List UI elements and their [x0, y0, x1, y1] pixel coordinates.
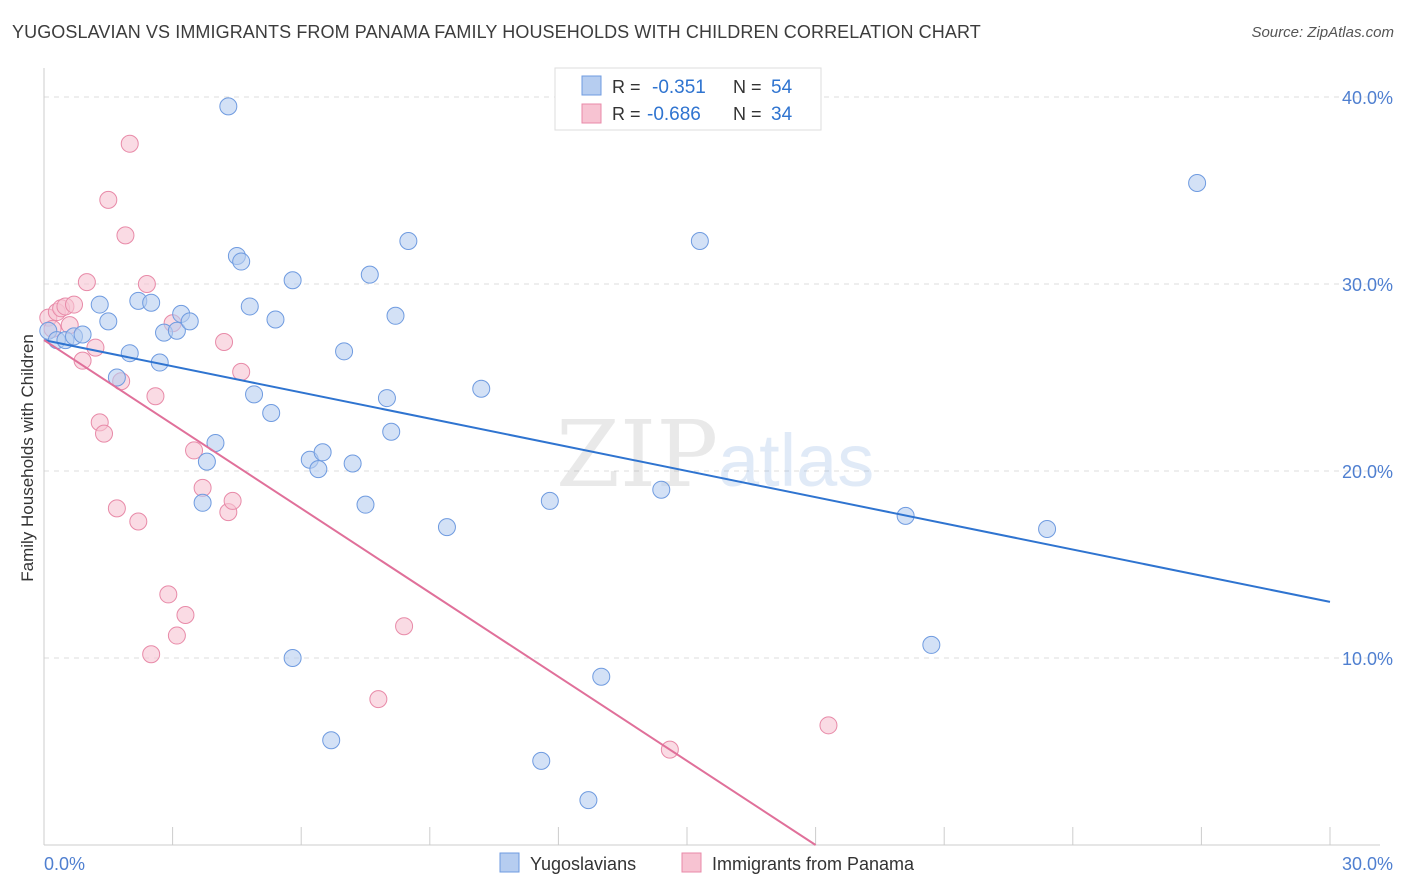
yugoslavian-point — [399, 231, 418, 250]
yugoslavian-point — [180, 312, 199, 331]
y-tick-label: 20.0% — [1342, 462, 1393, 482]
yugoslavian-point — [193, 493, 212, 512]
yugoslavian-point — [240, 297, 259, 316]
legend-r-value: -0.351 — [652, 77, 706, 98]
panama-trend-line — [43, 339, 817, 846]
yugoslavian-point — [107, 368, 126, 387]
legend-n-value: 34 — [771, 104, 793, 125]
yugoslavian-point — [343, 454, 362, 473]
yugoslavian-point — [322, 731, 341, 750]
x-tick-label: 0.0% — [44, 854, 85, 874]
panama-point — [193, 478, 212, 497]
yugoslavian-trend-line — [43, 339, 1331, 603]
yugoslavian-point — [283, 649, 302, 667]
yugoslavian-point — [652, 480, 671, 499]
legend-r-label: R = — [612, 77, 641, 97]
yugoslavian-point — [356, 495, 375, 514]
y-axis-label: Family Households with Children — [18, 334, 37, 582]
panama-point — [116, 226, 135, 245]
panama-point — [146, 387, 165, 406]
yugoslavian-point — [219, 97, 238, 116]
yugoslavian-point — [592, 667, 611, 686]
panama-point — [86, 338, 105, 357]
panama-point — [185, 441, 204, 460]
yugoslavian-point — [167, 321, 186, 340]
yugoslavian-point — [472, 379, 491, 398]
chart-title: YUGOSLAVIAN VS IMMIGRANTS FROM PANAMA FA… — [12, 22, 981, 42]
yugoslavian-point — [266, 310, 285, 329]
y-tick-label: 30.0% — [1342, 275, 1393, 295]
yugoslavian-point — [142, 293, 161, 312]
legend-swatch-pink — [581, 103, 602, 124]
yugoslavian-point — [579, 791, 598, 810]
yugoslavian-point — [335, 342, 354, 361]
yugoslavian-point — [540, 491, 559, 510]
panama-point — [232, 362, 251, 381]
yugoslavian-point — [382, 422, 401, 441]
gridlines — [44, 96, 1380, 659]
panama-point — [176, 605, 195, 624]
panama-point — [120, 134, 139, 153]
yugoslavian-point — [99, 312, 118, 331]
yugoslavian-point — [1188, 174, 1207, 193]
y-tick-label: 10.0% — [1342, 649, 1393, 669]
source-label: Source: ZipAtlas.com — [1251, 24, 1394, 41]
yugoslavian-point — [197, 452, 216, 471]
panama-point — [223, 491, 242, 510]
yugoslavian-point — [1038, 519, 1057, 538]
panama-point — [77, 273, 96, 292]
legend-label-panama: Immigrants from Panama — [712, 854, 915, 874]
panama-points — [39, 134, 838, 759]
yugoslavian-point — [73, 325, 92, 344]
panama-point — [819, 716, 838, 735]
y-tick-label: 40.0% — [1342, 88, 1393, 108]
panama-point — [142, 645, 161, 664]
watermark-atlas: atlas — [718, 419, 874, 502]
panama-point — [137, 275, 156, 293]
yugoslavian-point — [313, 443, 332, 462]
legend-swatch-panama — [681, 852, 702, 873]
panama-point — [369, 690, 388, 709]
legend-n-label: N = — [733, 77, 762, 97]
series-legend: Yugoslavians Immigrants from Panama — [499, 852, 915, 874]
watermark: ZIP atlas — [556, 401, 874, 508]
tick-labels: 10.0% 20.0% 30.0% 40.0% 0.0% 30.0% — [44, 88, 1393, 874]
legend-r-label: R = — [612, 104, 641, 124]
panama-point — [107, 499, 126, 518]
legend-swatch-yugoslavians — [499, 852, 520, 873]
watermark-zip: ZIP — [556, 401, 718, 508]
panama-point — [215, 332, 234, 351]
panama-point — [159, 585, 178, 604]
correlation-legend: R = -0.351 N = 54 R = -0.686 N = 34 — [554, 67, 822, 131]
legend-n-label: N = — [733, 104, 762, 124]
legend-n-value: 54 — [771, 77, 793, 98]
trend-lines — [43, 339, 1331, 846]
yugoslavian-point — [922, 635, 941, 654]
yugoslavian-point — [245, 385, 264, 404]
yugoslavian-points — [39, 97, 1207, 810]
yugoslavian-point — [386, 306, 405, 325]
yugoslavian-point — [377, 389, 396, 408]
yugoslavian-point — [360, 265, 379, 284]
yugoslavian-point — [262, 404, 281, 423]
legend-r-value: -0.686 — [647, 104, 701, 125]
yugoslavian-point — [90, 295, 109, 314]
yugoslavian-point — [232, 252, 251, 271]
yugoslavian-point — [309, 460, 328, 479]
panama-point — [99, 190, 118, 209]
yugoslavian-point — [690, 231, 709, 250]
yugoslavian-point — [532, 751, 551, 770]
x-tick-label: 30.0% — [1342, 854, 1393, 874]
panama-point — [129, 512, 148, 531]
yugoslavian-point — [437, 518, 456, 537]
panama-point — [65, 295, 84, 314]
legend-label-yugoslavians: Yugoslavians — [530, 854, 636, 874]
panama-point — [95, 424, 114, 443]
yugoslavian-point — [283, 271, 302, 290]
legend-swatch-blue — [581, 75, 602, 96]
axes — [43, 68, 1380, 846]
panama-point — [395, 617, 414, 636]
panama-point — [167, 626, 186, 645]
